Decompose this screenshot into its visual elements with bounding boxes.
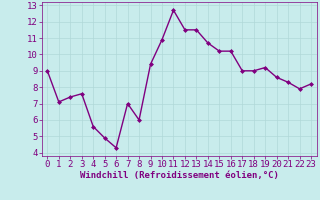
X-axis label: Windchill (Refroidissement éolien,°C): Windchill (Refroidissement éolien,°C) <box>80 171 279 180</box>
